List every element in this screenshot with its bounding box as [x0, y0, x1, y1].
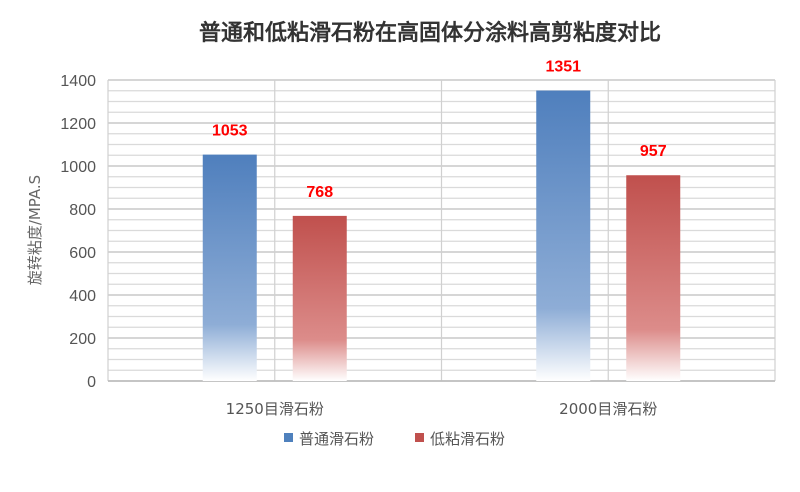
y-tick-label: 0 [87, 374, 96, 391]
y-tick-label: 800 [69, 202, 96, 219]
y-tick-label: 400 [69, 288, 96, 305]
y-axis-ticks: 0 200 400 600 800 1000 1200 1400 [60, 73, 96, 391]
y-tick-label: 1000 [60, 159, 96, 176]
bar [292, 215, 347, 381]
legend-label: 低粘滑石粉 [430, 430, 505, 448]
y-axis-label: 旋转粘度/MPA.S [26, 175, 44, 285]
legend-swatch [284, 433, 293, 442]
bar [536, 90, 591, 381]
y-tick-label: 600 [69, 245, 96, 262]
legend-label: 普通滑石粉 [299, 430, 374, 448]
data-label: 1053 [212, 123, 248, 140]
x-axis-categories: 1250目滑石粉 2000目滑石粉 [226, 400, 658, 418]
legend: 普通滑石粉 低粘滑石粉 [284, 430, 505, 448]
bar [626, 175, 681, 381]
y-tick-label: 1200 [60, 116, 96, 133]
category-label: 2000目滑石粉 [559, 400, 657, 418]
bars: 1053 1351 768 957 [202, 59, 681, 381]
legend-swatch [415, 433, 424, 442]
data-label: 957 [640, 143, 667, 160]
data-label: 768 [306, 184, 333, 201]
data-label: 1351 [545, 59, 581, 76]
chart-title: 普通和低粘滑石粉在高固体分涂料高剪粘度对比 [199, 20, 661, 46]
y-tick-label: 1400 [60, 73, 96, 90]
y-tick-label: 200 [69, 331, 96, 348]
category-label: 1250目滑石粉 [226, 400, 324, 418]
bar [202, 154, 257, 381]
